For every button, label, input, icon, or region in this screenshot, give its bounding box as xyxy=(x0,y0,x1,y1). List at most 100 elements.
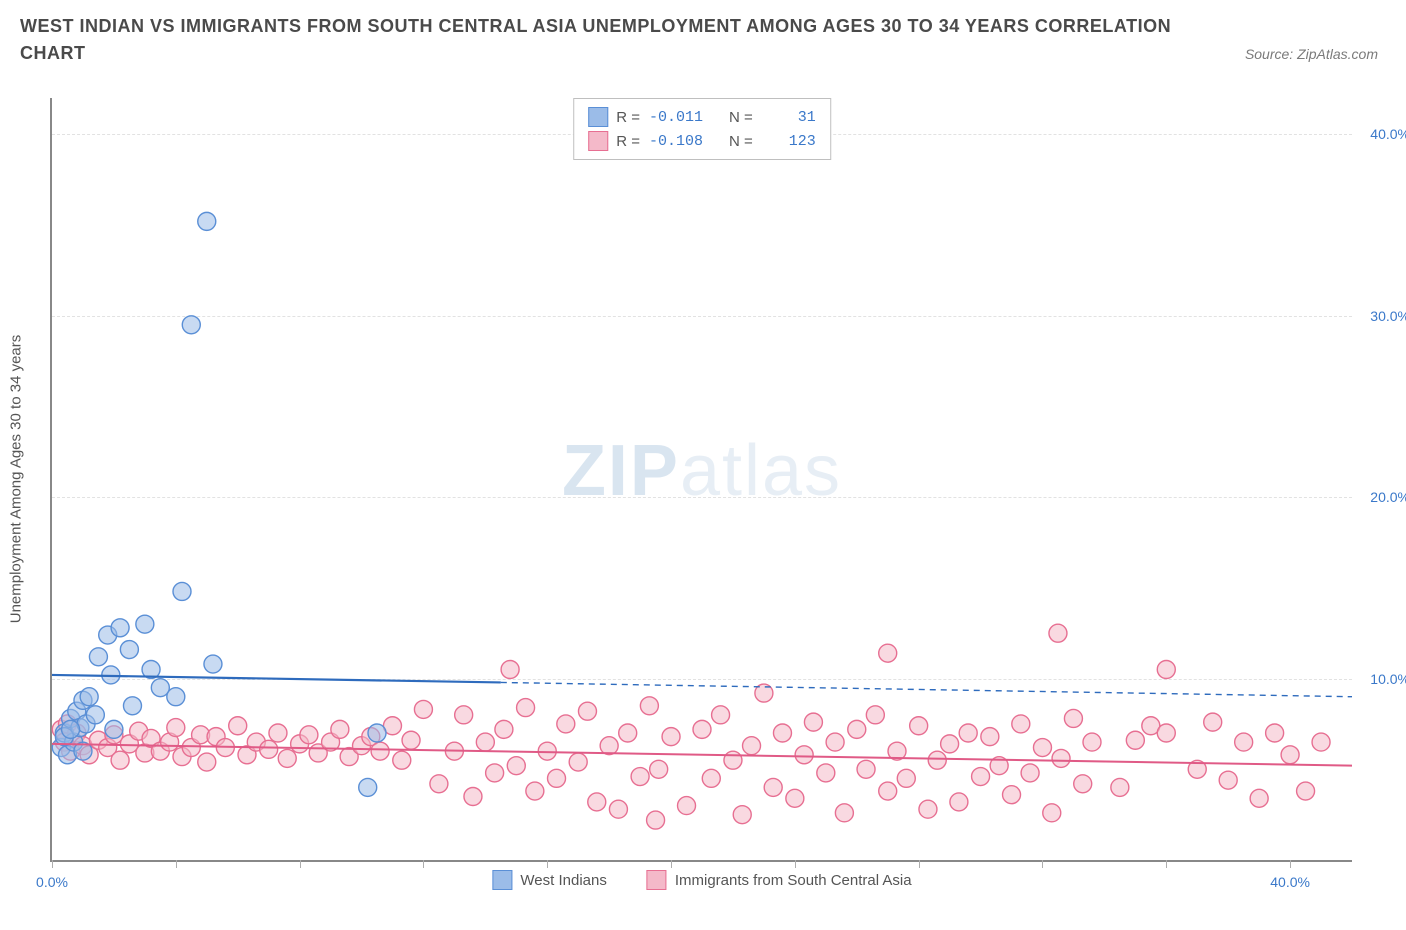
data-point xyxy=(786,789,804,807)
data-point xyxy=(393,751,411,769)
data-point xyxy=(569,753,587,771)
data-point xyxy=(1312,733,1330,751)
x-tick-mark xyxy=(52,860,53,868)
data-point xyxy=(650,760,668,778)
chart-title-line1: WEST INDIAN VS IMMIGRANTS FROM SOUTH CEN… xyxy=(20,14,1386,39)
data-point xyxy=(402,731,420,749)
x-tick-mark xyxy=(423,860,424,868)
data-point xyxy=(1064,709,1082,727)
data-point xyxy=(1281,746,1299,764)
data-point xyxy=(795,746,813,764)
data-point xyxy=(1043,804,1061,822)
data-point xyxy=(826,733,844,751)
data-point xyxy=(495,720,513,738)
data-point xyxy=(269,724,287,742)
r-value-0: -0.011 xyxy=(648,109,703,126)
data-point xyxy=(526,782,544,800)
legend-label-0: West Indians xyxy=(520,872,606,889)
data-point xyxy=(972,768,990,786)
data-point xyxy=(123,697,141,715)
data-point xyxy=(198,212,216,230)
data-point xyxy=(278,749,296,767)
data-point xyxy=(548,769,566,787)
data-point xyxy=(300,726,318,744)
data-point xyxy=(430,775,448,793)
data-point xyxy=(1266,724,1284,742)
stats-row-series-0: R = -0.011 N = 31 xyxy=(588,105,816,129)
data-point xyxy=(501,661,519,679)
data-point xyxy=(1157,661,1175,679)
data-point xyxy=(588,793,606,811)
data-point xyxy=(693,720,711,738)
data-point xyxy=(198,753,216,771)
data-point xyxy=(1297,782,1315,800)
data-point xyxy=(229,717,247,735)
data-point xyxy=(1083,733,1101,751)
data-point xyxy=(167,719,185,737)
data-point xyxy=(619,724,637,742)
data-point xyxy=(1033,739,1051,757)
legend-label-1: Immigrants from South Central Asia xyxy=(675,872,912,889)
x-tick-mark xyxy=(1166,860,1167,868)
scatter-svg xyxy=(52,98,1352,860)
data-point xyxy=(724,751,742,769)
data-point xyxy=(1250,789,1268,807)
legend-item-0: West Indians xyxy=(492,870,606,890)
y-axis-label: Unemployment Among Ages 30 to 34 years xyxy=(8,335,25,624)
data-point xyxy=(879,782,897,800)
data-point xyxy=(86,706,104,724)
legend-swatch-0 xyxy=(492,870,512,890)
data-point xyxy=(959,724,977,742)
data-point xyxy=(950,793,968,811)
y-tick-label: 40.0% xyxy=(1360,126,1406,142)
data-point xyxy=(1003,786,1021,804)
data-point xyxy=(517,699,535,717)
data-point xyxy=(557,715,575,733)
data-point xyxy=(507,757,525,775)
data-point xyxy=(455,706,473,724)
data-point xyxy=(928,751,946,769)
x-tick-mark xyxy=(1042,860,1043,868)
x-tick-mark xyxy=(1290,860,1291,868)
data-point xyxy=(80,688,98,706)
data-point xyxy=(260,740,278,758)
r-value-1: -0.108 xyxy=(648,133,703,150)
legend-swatch-1 xyxy=(647,870,667,890)
x-tick-mark xyxy=(547,860,548,868)
x-tick-mark xyxy=(300,860,301,868)
data-point xyxy=(173,582,191,600)
data-point xyxy=(835,804,853,822)
trend-line-dashed xyxy=(501,682,1352,696)
data-point xyxy=(804,713,822,731)
data-point xyxy=(879,644,897,662)
data-point xyxy=(368,724,386,742)
source-label: Source: ZipAtlas.com xyxy=(1245,46,1378,62)
data-point xyxy=(120,641,138,659)
data-point xyxy=(1052,749,1070,767)
y-tick-label: 30.0% xyxy=(1360,308,1406,324)
data-point xyxy=(1049,624,1067,642)
data-point xyxy=(1074,775,1092,793)
x-tick-label: 0.0% xyxy=(36,874,68,890)
data-point xyxy=(662,728,680,746)
data-point xyxy=(941,735,959,753)
n-value-1: 123 xyxy=(761,133,816,150)
data-point xyxy=(204,655,222,673)
n-value-0: 31 xyxy=(761,109,816,126)
data-point xyxy=(111,619,129,637)
data-point xyxy=(857,760,875,778)
data-point xyxy=(1235,733,1253,751)
data-point xyxy=(712,706,730,724)
x-tick-mark xyxy=(795,860,796,868)
x-tick-label: 40.0% xyxy=(1270,874,1310,890)
legend-item-1: Immigrants from South Central Asia xyxy=(647,870,912,890)
data-point xyxy=(359,778,377,796)
data-point xyxy=(371,742,389,760)
data-point xyxy=(764,778,782,796)
data-point xyxy=(1219,771,1237,789)
data-point xyxy=(631,768,649,786)
data-point xyxy=(105,720,123,738)
swatch-series-0 xyxy=(588,107,608,127)
data-point xyxy=(600,737,618,755)
stats-row-series-1: R = -0.108 N = 123 xyxy=(588,129,816,153)
